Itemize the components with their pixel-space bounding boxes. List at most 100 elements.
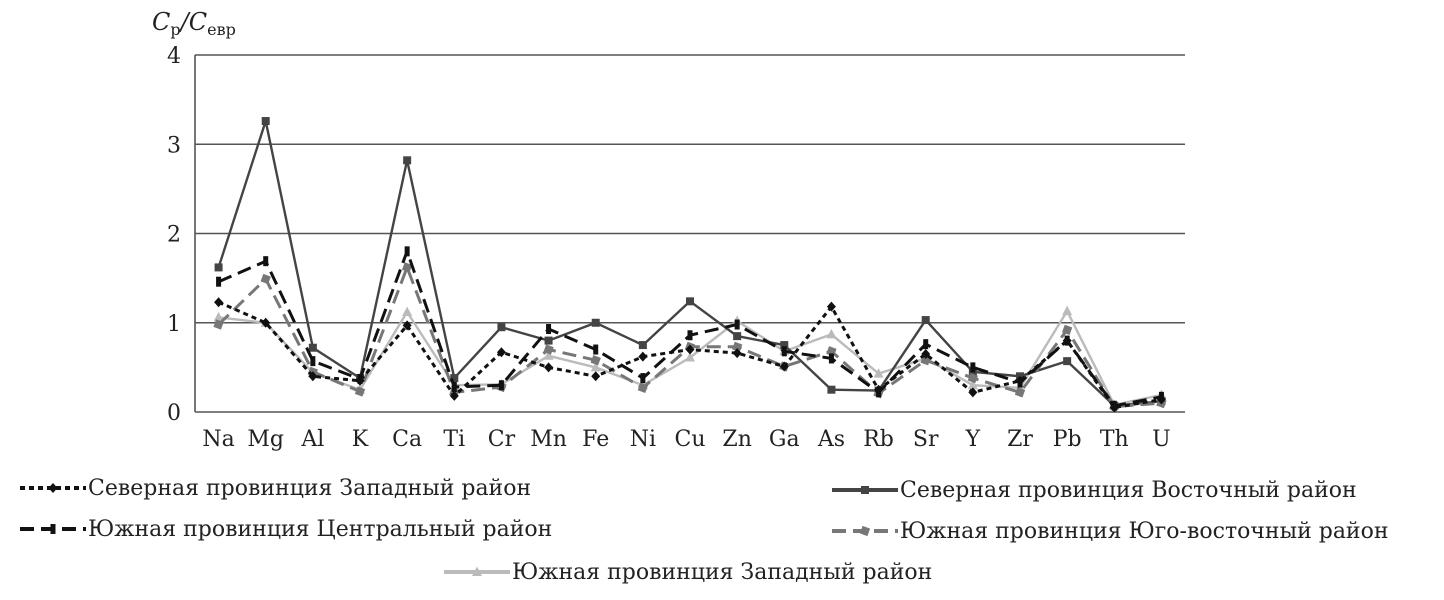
data-point <box>590 361 601 372</box>
x-tick-label: Cu <box>674 427 705 452</box>
data-point <box>968 387 978 398</box>
data-point <box>402 262 413 273</box>
data-point <box>826 328 837 339</box>
data-point <box>970 362 976 373</box>
data-point <box>921 348 931 359</box>
legend-item: Южная провинция Центральный район <box>20 517 552 542</box>
data-point <box>593 344 599 355</box>
data-point <box>497 323 506 332</box>
data-point <box>1109 402 1119 413</box>
legend-marker <box>861 486 869 494</box>
data-point <box>638 351 648 362</box>
data-point <box>638 341 647 350</box>
data-point <box>498 380 504 391</box>
data-point <box>779 361 789 372</box>
data-point <box>967 372 978 384</box>
data-point <box>1156 394 1166 405</box>
data-point <box>402 320 412 331</box>
data-point <box>874 384 884 395</box>
data-point <box>214 297 224 308</box>
x-tick-label: Mn <box>530 427 567 452</box>
data-point <box>1015 375 1025 386</box>
data-point <box>1014 387 1026 398</box>
x-tick-labels: Na Mg Al K Ca Ti Cr Mn Fe Ni Cu Zn Ga As Rb Sr Y Zr Pb Th U <box>202 427 1170 452</box>
grid <box>195 54 1185 324</box>
legend-label: Северная провинция Восточный район <box>900 478 1357 503</box>
legend-item: Южная провинция Западный район <box>444 560 932 585</box>
data-point <box>732 348 742 359</box>
x-tick-label: U <box>1152 427 1171 452</box>
y-tick-label: 4 <box>167 44 181 69</box>
x-tick-label: As <box>817 427 845 452</box>
x-tick-label: Na <box>202 427 234 452</box>
data-point <box>213 311 224 322</box>
series-group <box>213 117 1167 413</box>
x-tick-label: Th <box>1100 427 1129 452</box>
data-point <box>216 276 222 287</box>
data-point <box>260 273 271 285</box>
data-point <box>496 347 506 358</box>
data-point <box>261 117 270 126</box>
data-point <box>826 346 837 357</box>
data-point <box>1062 324 1073 336</box>
legend-label: Южная провинция Западный район <box>512 560 932 585</box>
data-point <box>967 379 978 390</box>
x-tick-label: Zr <box>1007 427 1033 452</box>
data-point <box>308 343 317 352</box>
legend-item: Северная провинция Восточный район <box>832 478 1357 503</box>
legend-item: Северная провинция Западный район <box>20 476 531 501</box>
legend-label: Южная провинция Юго-восточный район <box>900 519 1389 544</box>
data-point <box>355 375 365 386</box>
data-point <box>733 332 742 341</box>
data-point <box>404 246 410 257</box>
series-line <box>217 119 1162 407</box>
data-point <box>591 318 600 327</box>
legend-marker <box>50 524 56 534</box>
data-point <box>403 156 412 165</box>
axes <box>194 55 1185 413</box>
data-point <box>685 352 695 362</box>
x-tick-label: Ca <box>392 427 422 452</box>
data-point <box>873 368 884 378</box>
y-tick-label: 0 <box>167 401 181 426</box>
series-2 <box>214 117 1166 410</box>
data-point <box>544 362 554 373</box>
x-tick-label: Cr <box>488 427 516 452</box>
data-point <box>687 330 693 341</box>
data-point <box>261 317 271 328</box>
data-point <box>826 301 836 312</box>
data-point <box>1062 335 1072 346</box>
x-tick-label: Mg <box>247 427 284 452</box>
data-point <box>923 339 929 350</box>
data-point <box>686 297 694 306</box>
data-point <box>546 323 552 334</box>
data-point <box>263 256 269 267</box>
legend-label: Северная провинция Западный район <box>88 476 531 501</box>
data-point <box>590 355 601 366</box>
x-tick-label: K <box>352 427 369 452</box>
data-point <box>780 341 789 350</box>
legend-marker <box>48 483 58 493</box>
y-tick-label: 2 <box>167 223 181 248</box>
y-tick-label: 1 <box>167 312 181 337</box>
series-3 <box>216 246 1164 411</box>
data-point <box>1063 357 1072 366</box>
x-tick-label: Zn <box>722 427 751 452</box>
data-point <box>310 356 316 367</box>
data-point <box>685 344 695 355</box>
legend-item: Южная провинция Юго-восточный район <box>832 519 1389 544</box>
series-1 <box>214 297 1166 413</box>
legend-marker <box>859 525 871 537</box>
x-tick-label: Ni <box>630 427 656 452</box>
x-tick-label: Sr <box>913 427 939 452</box>
x-tick-label: Rb <box>863 427 894 452</box>
data-point <box>591 371 601 382</box>
x-tick-label: Ti <box>443 427 465 452</box>
data-point <box>1062 305 1073 316</box>
data-point <box>827 385 836 394</box>
y-tick-label: 3 <box>167 133 181 158</box>
data-point <box>640 373 646 384</box>
y-tick-labels: 0 1 2 3 4 <box>167 44 181 426</box>
data-point <box>213 319 224 330</box>
